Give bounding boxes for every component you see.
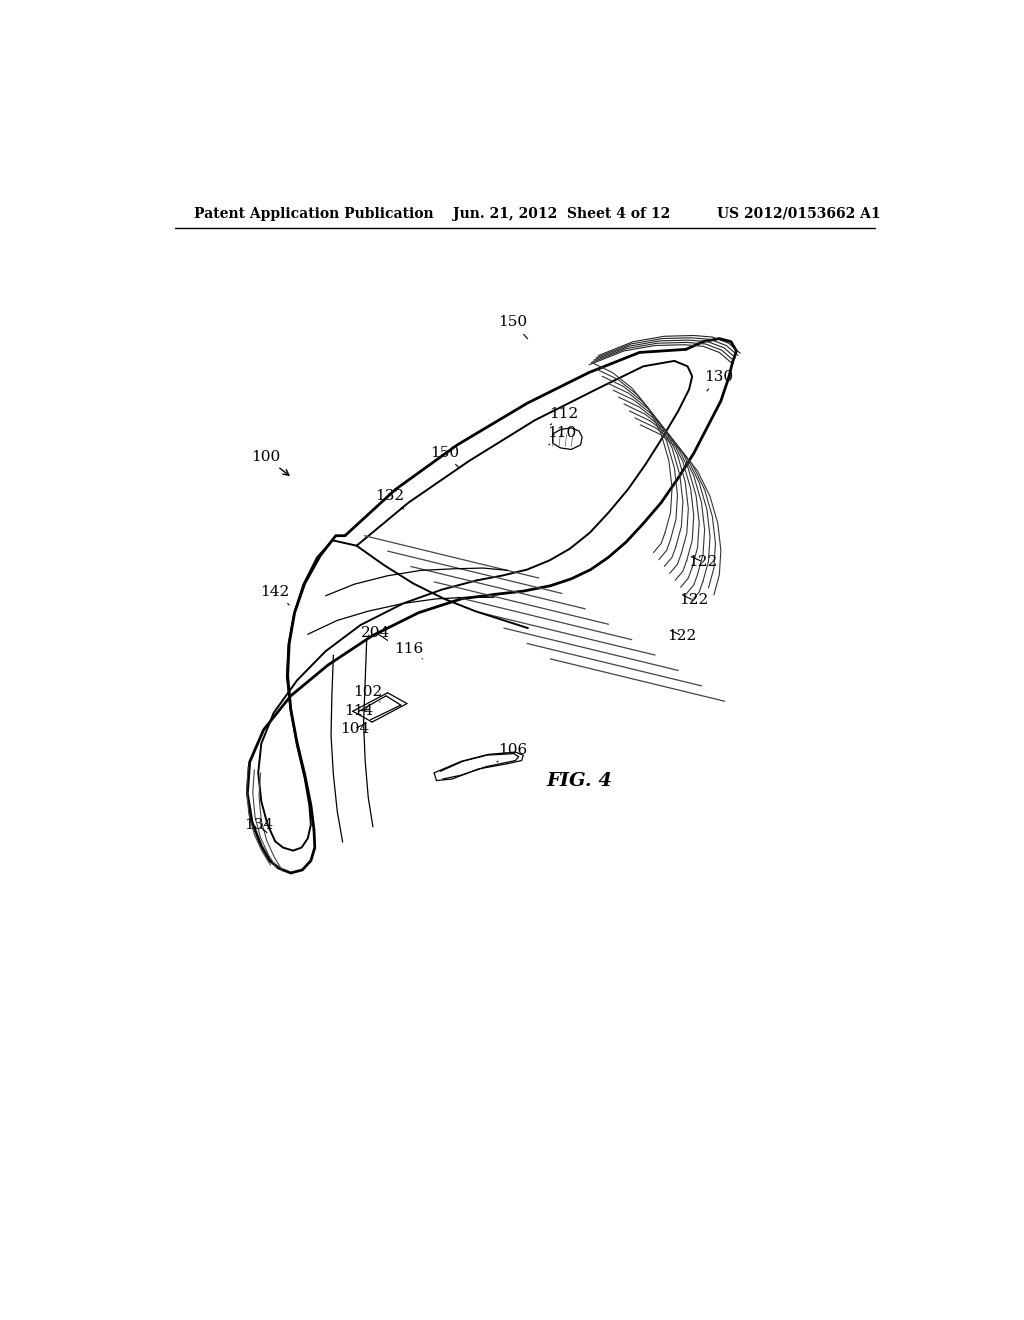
Text: 142: 142 xyxy=(261,585,290,605)
Text: 102: 102 xyxy=(353,685,382,702)
Text: 104: 104 xyxy=(340,722,369,737)
Text: 132: 132 xyxy=(376,488,404,510)
Text: 204: 204 xyxy=(361,626,390,640)
Text: Jun. 21, 2012  Sheet 4 of 12: Jun. 21, 2012 Sheet 4 of 12 xyxy=(454,207,671,220)
Text: 130: 130 xyxy=(703,370,733,391)
Text: 100: 100 xyxy=(251,450,281,465)
Text: 150: 150 xyxy=(430,446,460,469)
Text: 122: 122 xyxy=(668,628,696,643)
Text: 122: 122 xyxy=(688,554,718,569)
Text: 150: 150 xyxy=(499,315,527,339)
Text: 106: 106 xyxy=(497,743,527,762)
Text: 110: 110 xyxy=(548,425,577,445)
Text: 122: 122 xyxy=(679,594,709,607)
Text: 134: 134 xyxy=(244,818,272,833)
Text: 112: 112 xyxy=(549,407,579,425)
Text: 114: 114 xyxy=(344,705,374,718)
Text: Patent Application Publication: Patent Application Publication xyxy=(194,207,433,220)
Text: FIG. 4: FIG. 4 xyxy=(546,772,612,789)
Text: 116: 116 xyxy=(394,642,423,659)
Text: US 2012/0153662 A1: US 2012/0153662 A1 xyxy=(717,207,881,220)
